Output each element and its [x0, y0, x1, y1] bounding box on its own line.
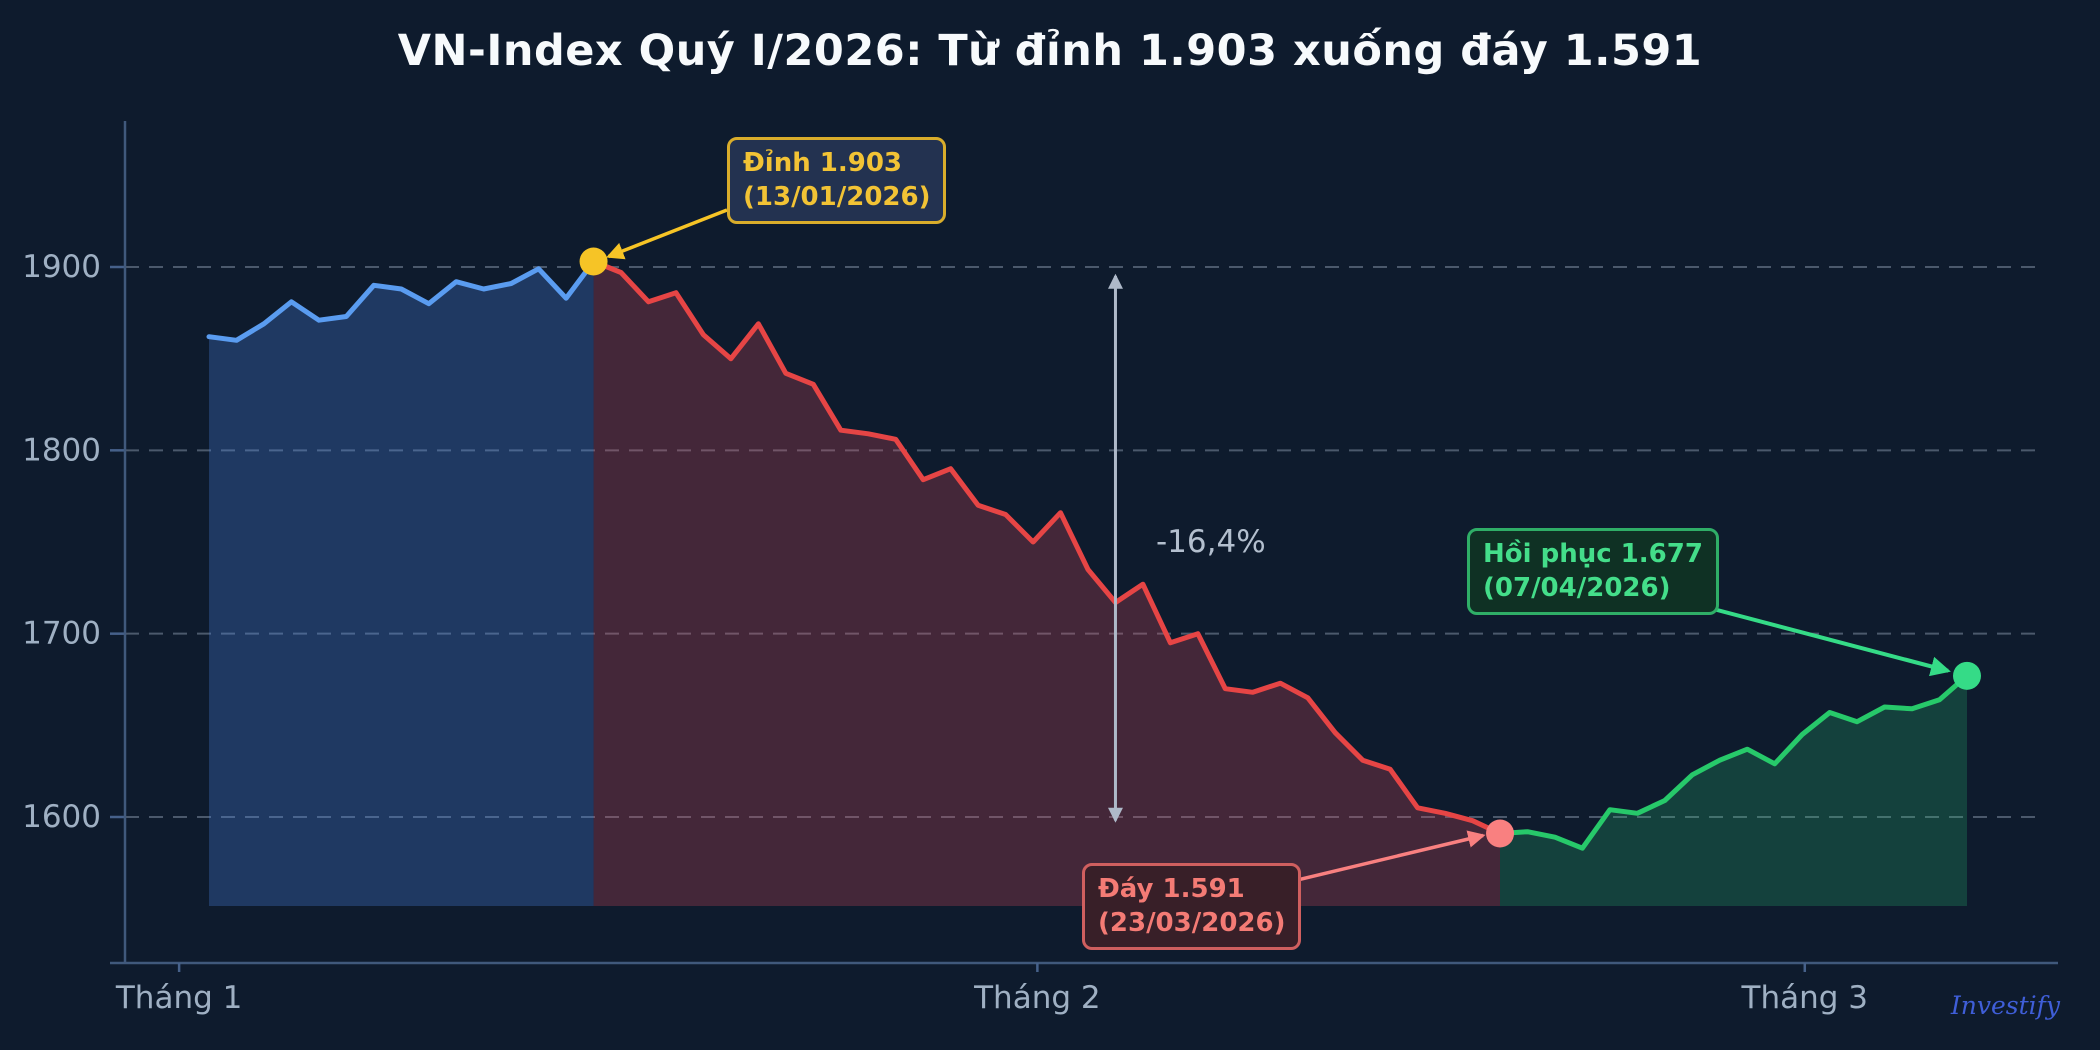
peak-annotation-box: Đỉnh 1.903 (13/01/2026) — [727, 137, 947, 224]
trough-annotation-value: Đáy 1.591 — [1098, 874, 1245, 904]
trough-dot — [1486, 819, 1515, 848]
grid-lines — [125, 266, 2045, 818]
peak-annotation-value: Đỉnh 1.903 — [743, 148, 903, 178]
trough-annotation-box: Đáy 1.591 (23/03/2026) — [1082, 863, 1302, 950]
trough-arrow — [1267, 830, 1486, 889]
peak-dot — [579, 247, 608, 276]
y-tick-label-1700: 1700 — [22, 616, 101, 652]
axes: 1600 1700 1800 1900 Tháng 1 Tháng 2 Tháng 3 — [22, 121, 2058, 1016]
recovery-arrow — [1682, 599, 1951, 677]
x-tick-label-1: Tháng 1 — [115, 980, 242, 1016]
recovery-annotation-value: Hồi phục 1.677 — [1483, 539, 1703, 569]
price-lines — [206, 259, 1970, 851]
x-tick-label-2: Tháng 2 — [973, 980, 1100, 1016]
annotation-arrows — [606, 208, 1951, 889]
x-tick-label-3: Tháng 3 — [1741, 980, 1868, 1016]
line-recovery — [1497, 673, 1970, 851]
line-uptrend — [206, 259, 597, 343]
y-tick-label-1800: 1800 — [22, 432, 101, 468]
peak-annotation-date: (13/01/2026) — [743, 182, 931, 213]
trough-annotation-date: (23/03/2026) — [1098, 908, 1286, 939]
drawdown-percent-label: -16,4% — [1156, 524, 1266, 560]
line-decline — [591, 259, 1503, 836]
recovery-dot — [1953, 661, 1981, 690]
area-decline — [593, 261, 1500, 906]
peak-arrow — [606, 208, 728, 260]
key-point-markers — [579, 247, 1981, 848]
y-tick-label-1600: 1600 — [22, 799, 101, 835]
area-recovery — [1500, 675, 1967, 906]
recovery-annotation-box: Hồi phục 1.677 (07/04/2026) — [1467, 528, 1719, 615]
area-uptrend — [209, 261, 594, 906]
y-tick-label-1900: 1900 — [22, 249, 101, 285]
recovery-annotation-date: (07/04/2026) — [1483, 573, 1671, 604]
watermark-brand: Investify — [1950, 991, 2060, 1020]
price-areas — [209, 261, 1967, 906]
page-title: VN-Index Quý I/2026: Từ đỉnh 1.903 xuống… — [397, 26, 1703, 76]
